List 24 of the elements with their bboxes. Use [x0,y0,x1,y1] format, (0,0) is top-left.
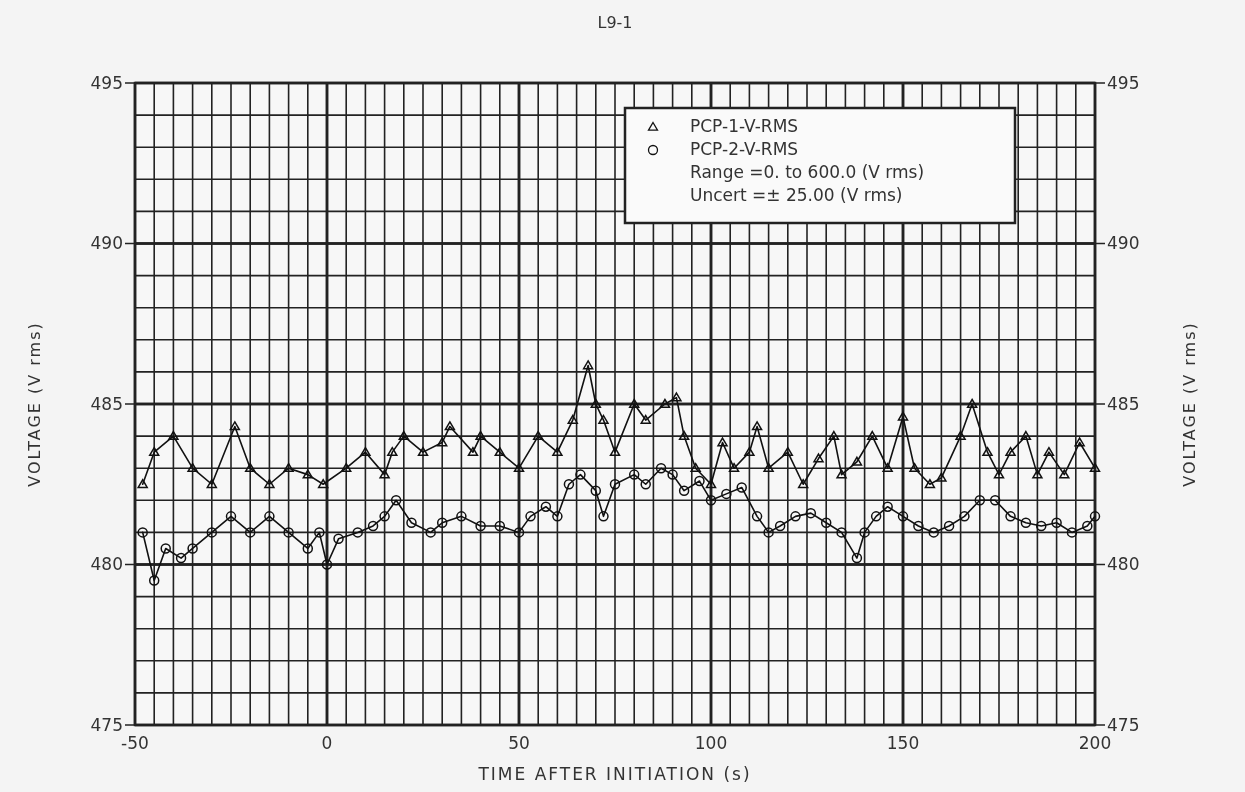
legend-label: PCP-2-V-RMS [690,139,799,159]
y-tick-label: 475 [90,714,123,735]
x-tick-label: 150 [886,733,920,753]
x-tick-label: 200 [1078,733,1112,753]
y-axis-title: VOLTAGE (V rms) [25,321,44,487]
chart-title: L9-1 [597,13,633,32]
y-tick-label: 485 [90,393,123,414]
x-tick-label: 0 [321,733,333,753]
y2-tick-label: 475 [1107,714,1140,735]
x-tick-label: 100 [694,733,728,753]
y2-tick-label: 480 [1107,554,1140,575]
y-tick-label: 490 [90,233,123,254]
y-tick-label: 495 [90,72,123,93]
legend-label: PCP-1-V-RMS [690,116,799,136]
x-axis-title: TIME AFTER INITIATION (s) [477,764,752,784]
y2-tick-label: 485 [1107,393,1140,414]
y2-tick-label: 490 [1107,233,1140,254]
y2-tick-label: 495 [1107,72,1140,93]
annotation: Uncert =± 25.00 (V rms) [690,185,903,205]
y-tick-label: 480 [90,554,123,575]
annotation: Range =0. to 600.0 (V rms) [690,162,925,182]
x-tick-label: 50 [508,733,530,753]
y2-axis-title: VOLTAGE (V rms) [1180,321,1199,487]
x-tick-label: -50 [121,733,149,753]
